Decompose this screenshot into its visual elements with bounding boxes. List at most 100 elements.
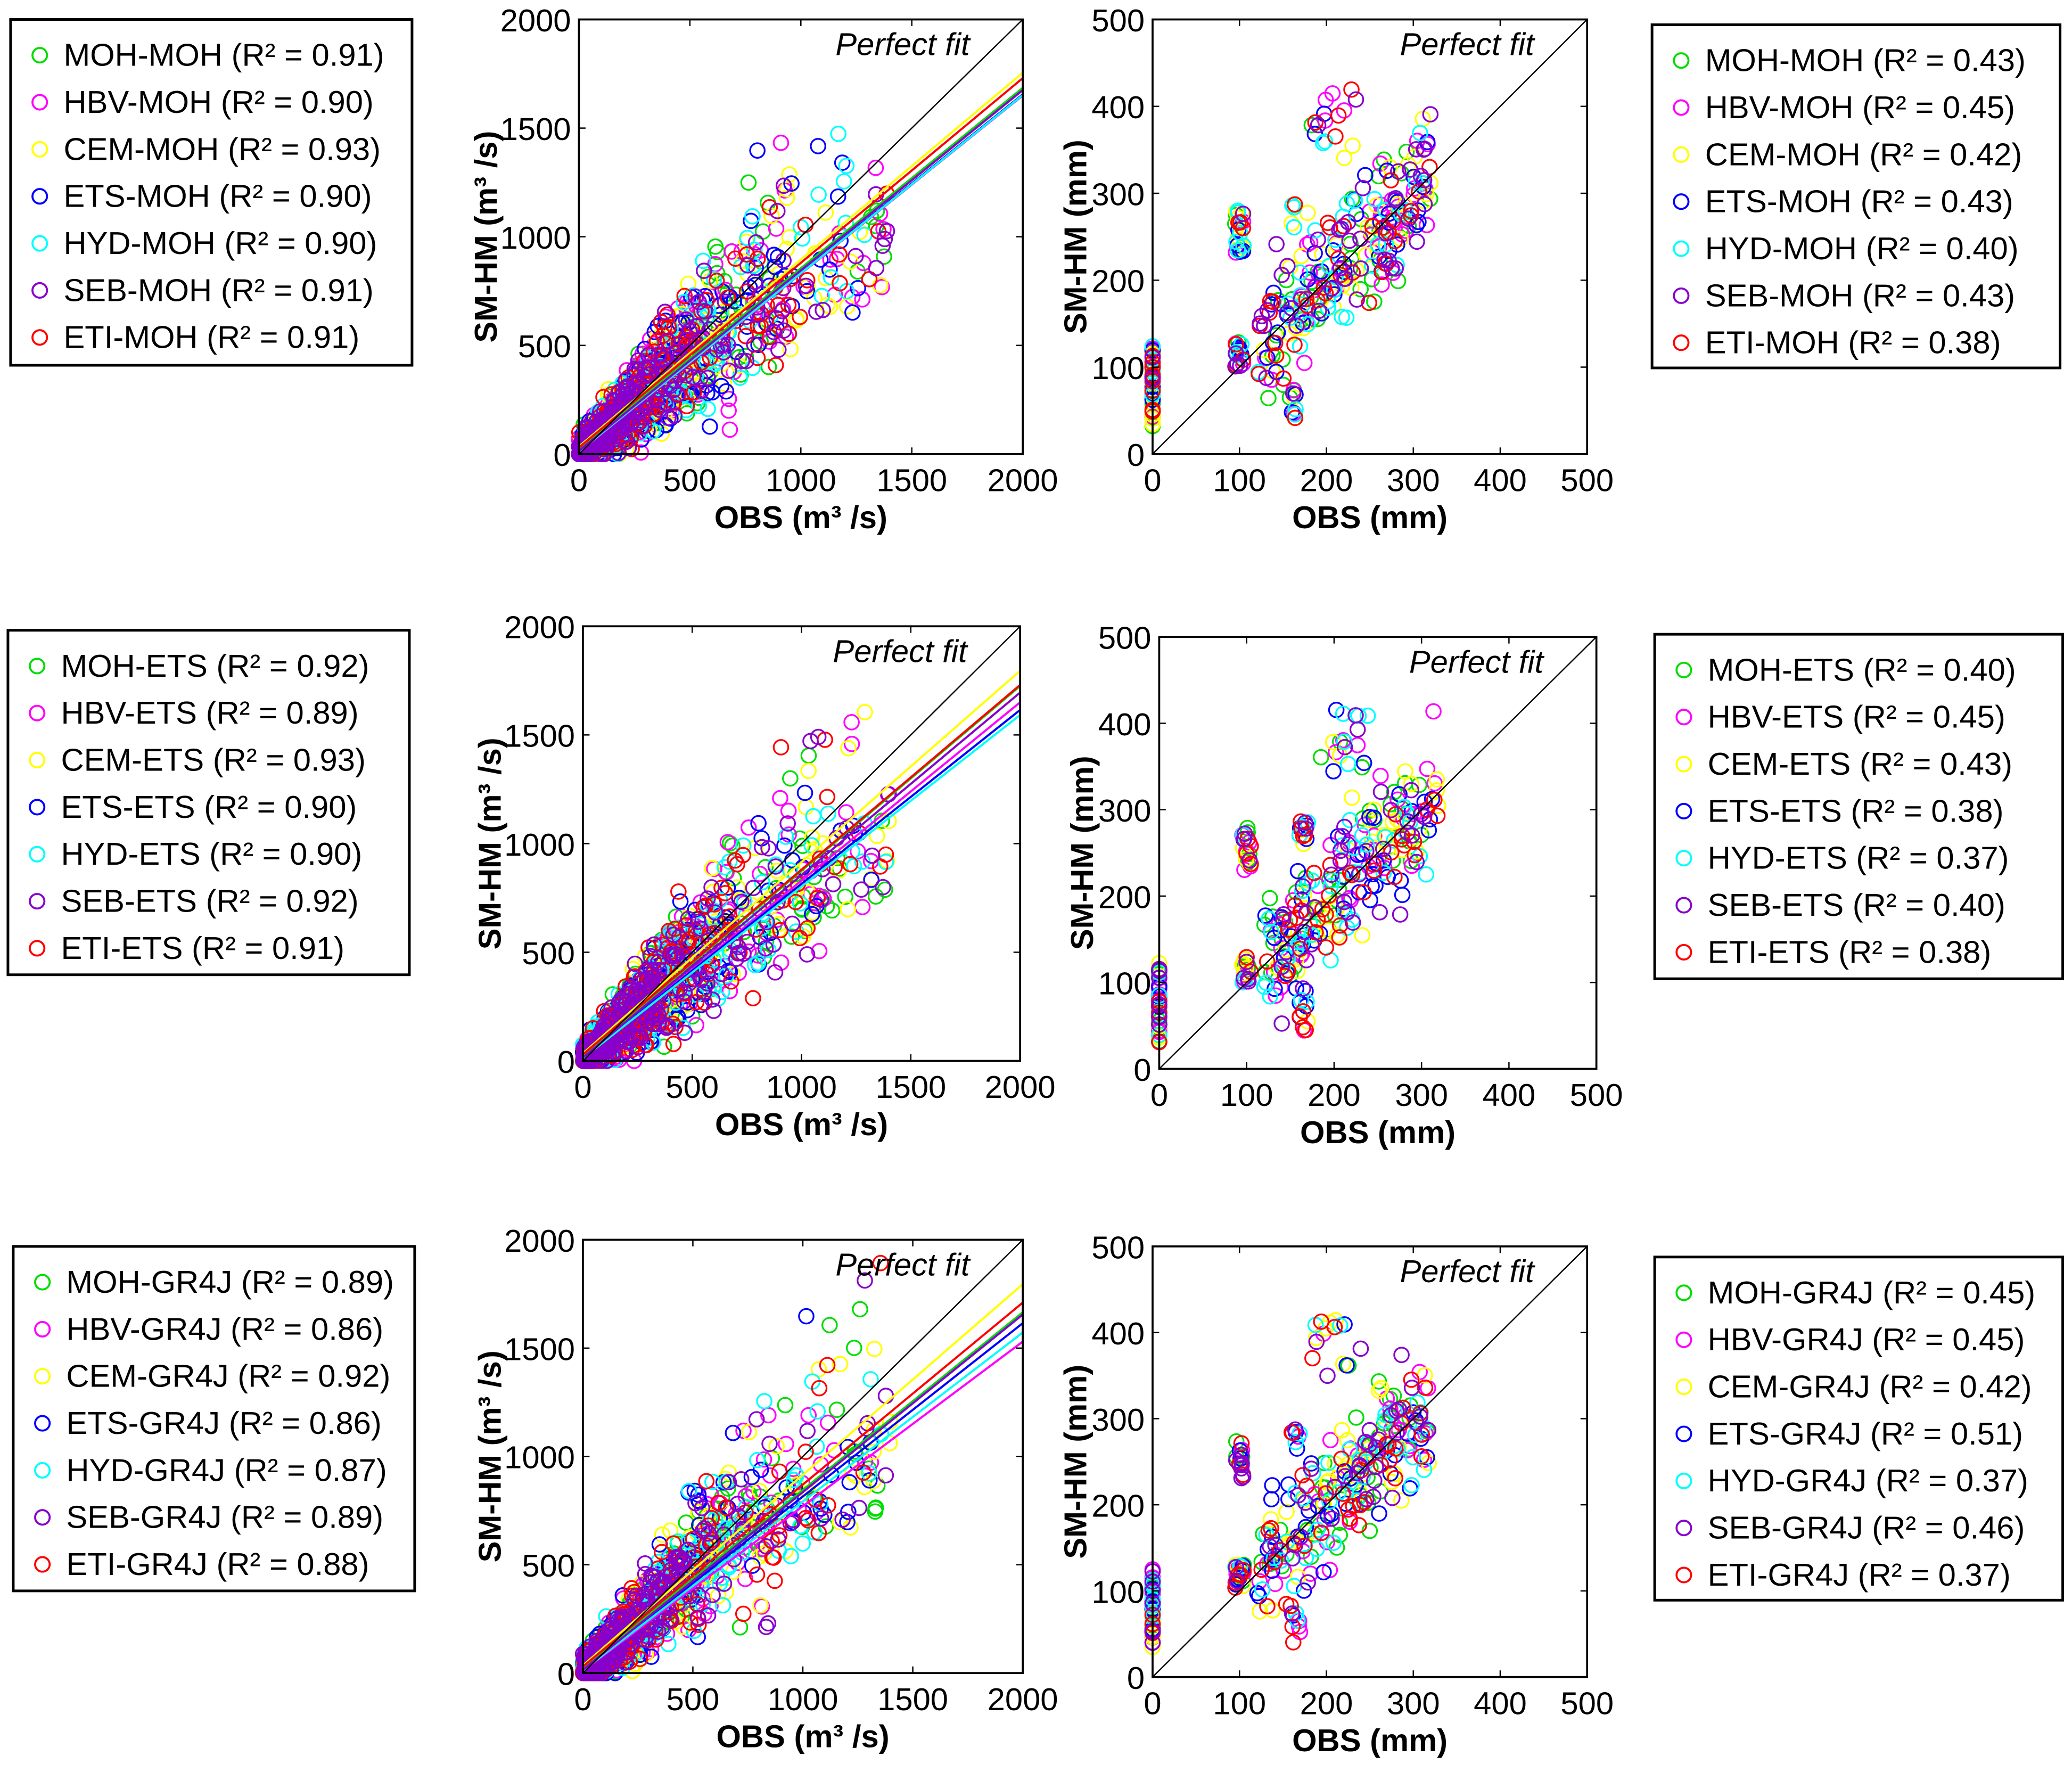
scatter-point <box>1228 336 1245 353</box>
fit-line-eti-moh <box>578 77 1024 449</box>
scatter-point <box>799 283 816 300</box>
scatter-point <box>1378 162 1395 179</box>
scatter-point <box>1229 242 1246 259</box>
scatter-point <box>737 327 754 344</box>
scatter-point <box>1339 904 1356 921</box>
scatter-point <box>877 881 893 898</box>
scatter-point <box>1294 878 1311 895</box>
scatter-point <box>848 248 864 265</box>
scatter-point <box>815 301 831 318</box>
scatter-point <box>1298 952 1315 969</box>
scatter-point <box>618 1043 635 1060</box>
legend-marker-icon <box>29 940 46 957</box>
scatter-point <box>619 387 635 404</box>
y-axis-label: SM-HM (mm) <box>1064 756 1100 950</box>
scatter-point <box>1286 337 1303 353</box>
scatter-point <box>832 275 848 292</box>
legend-marker-icon <box>1675 850 1692 867</box>
scatter-point <box>754 874 770 891</box>
scatter-point <box>1258 370 1275 386</box>
scatter-point <box>1325 763 1342 780</box>
scatter-point <box>1336 739 1353 756</box>
scatter-point <box>745 880 762 897</box>
scatter-point <box>670 335 687 352</box>
scatter-point <box>775 322 792 339</box>
scatter-point <box>632 1029 649 1046</box>
scatter-point <box>698 292 715 309</box>
scatter-point <box>669 950 686 967</box>
scatter-point <box>690 913 706 930</box>
scatter-point <box>783 175 800 192</box>
scatter-point <box>1268 347 1285 364</box>
scatter-point <box>1236 831 1253 847</box>
scatter-point <box>1359 707 1376 724</box>
scatter-point <box>1293 291 1310 308</box>
scatter-point <box>835 173 852 190</box>
scatter-point <box>637 359 654 376</box>
scatter-point <box>1290 934 1308 951</box>
scatter-point <box>696 262 712 279</box>
scatter-point <box>700 370 716 386</box>
scatter-point <box>1323 866 1340 883</box>
scatter-point <box>1412 125 1428 142</box>
scatter-point <box>1398 143 1415 160</box>
scatter-point <box>1403 857 1420 874</box>
scatter-point <box>1321 887 1337 904</box>
scatter-point <box>702 418 718 435</box>
scatter-point <box>861 270 878 288</box>
scatter-point <box>1402 161 1419 178</box>
scatter-point <box>1287 409 1304 426</box>
scatter-point <box>808 303 825 320</box>
scatter-point <box>846 1340 862 1356</box>
x-axis-label: OBS (mm) <box>1292 499 1448 535</box>
scatter-point <box>1344 914 1361 931</box>
legend-marker-icon <box>29 752 46 769</box>
scatter-point <box>1238 954 1255 970</box>
x-tick-label: 1500 <box>876 462 947 498</box>
scatter-point <box>1279 258 1296 274</box>
scatter-point <box>781 166 797 183</box>
scatter-point <box>1403 775 1420 792</box>
x-tick-label: 500 <box>1570 1077 1623 1113</box>
scatter-point <box>1275 906 1292 923</box>
scatter-point <box>1269 324 1286 341</box>
x-tick-label: 2000 <box>985 1069 1056 1105</box>
legend-entry: HBV-MOH (R² = 0.90) <box>63 84 373 120</box>
y-tick-label: 1000 <box>500 220 571 256</box>
legend-entry: SEB-ETS (R² = 0.92) <box>61 883 358 919</box>
scatter-point <box>1354 180 1371 196</box>
scatter-point <box>1238 949 1255 965</box>
scatter-point <box>666 407 683 424</box>
scatter-point <box>1227 358 1244 375</box>
scatter-point <box>1332 267 1349 283</box>
fit-line-hyd-moh <box>578 94 1024 453</box>
scatter-point <box>1273 267 1290 283</box>
y-tick-label: 400 <box>1098 707 1152 742</box>
scatter-point <box>667 921 683 937</box>
scatter-point <box>772 739 790 756</box>
scatter-point <box>780 826 797 843</box>
legend-entry: ETS-MOH (R² = 0.90) <box>63 178 372 214</box>
x-axis-label: OBS (m³ /s) <box>714 499 887 535</box>
scatter-point <box>695 252 711 269</box>
scatter-point <box>676 288 693 305</box>
scatter-point <box>777 828 794 845</box>
scatter-point <box>838 158 855 174</box>
legend-marker-icon <box>31 329 48 346</box>
scatter-point <box>1252 315 1268 332</box>
scatter-point <box>760 358 777 375</box>
legend-entry: SEB-MOH (R² = 0.43) <box>1705 277 2015 313</box>
scatter-point <box>1322 857 1339 873</box>
scatter-point <box>799 946 816 963</box>
scatter-point <box>1366 191 1383 208</box>
scatter-point <box>823 269 840 286</box>
scatter-point <box>739 257 756 274</box>
scatter-point <box>813 891 829 908</box>
scatter-point <box>1257 907 1274 924</box>
scatter-point <box>1273 1015 1290 1032</box>
legend-marker-icon <box>31 188 48 205</box>
scatter-point <box>840 740 857 757</box>
scatter-point <box>1399 813 1416 830</box>
scatter-point <box>1285 385 1302 402</box>
